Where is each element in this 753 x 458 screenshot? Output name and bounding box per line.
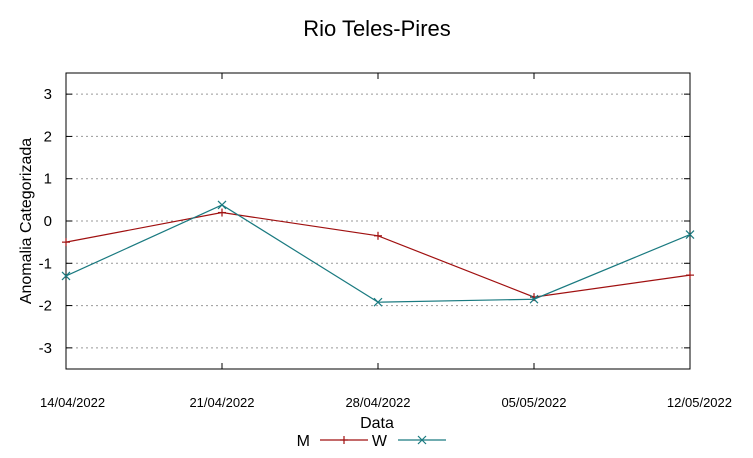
data-point-M	[62, 238, 70, 247]
y-tick-label: 0	[44, 213, 52, 230]
data-point-M	[374, 231, 382, 240]
data-point-W	[685, 230, 695, 239]
y-axis-label: Anomalia Categorizada	[18, 138, 35, 304]
y-tick-label: 1	[44, 171, 52, 188]
x-axis: 14/04/2022 21/04/2022 28/04/2022 05/05/2022…	[40, 73, 732, 410]
x-tick-label: 05/05/2022	[501, 395, 566, 410]
legend-marker-M	[340, 436, 348, 444]
legend-label-M: M	[297, 433, 310, 450]
x-tick-label: 28/04/2022	[345, 395, 410, 410]
x-tick-label: 14/04/2022	[40, 395, 105, 410]
chart-title: Rio Teles-Pires	[303, 16, 451, 41]
y-tick-label: 3	[44, 86, 52, 103]
x-axis-label: Data	[360, 415, 394, 432]
y-tick-label: -2	[39, 298, 52, 315]
y-tick-label: -3	[39, 340, 52, 357]
series-layer	[61, 200, 695, 307]
data-point-W	[217, 200, 227, 210]
legend-label-W: W	[372, 433, 388, 450]
data-point-W	[373, 297, 383, 307]
x-tick-label: 21/04/2022	[189, 395, 254, 410]
series-line-W	[65, 204, 691, 303]
legend-marker-W	[417, 435, 427, 445]
y-axis: 3 2 1 0 -1 -2 -3	[39, 86, 690, 357]
x-tick-label: 12/05/2022	[667, 395, 732, 410]
data-point-W	[61, 271, 71, 281]
data-point-M	[218, 208, 226, 217]
y-tick-label: -1	[39, 255, 52, 272]
y-tick-label: 2	[44, 128, 52, 145]
series-line-M	[65, 211, 691, 298]
grid-lines	[66, 93, 690, 349]
data-point-W	[529, 294, 539, 304]
data-point-M	[686, 271, 694, 280]
